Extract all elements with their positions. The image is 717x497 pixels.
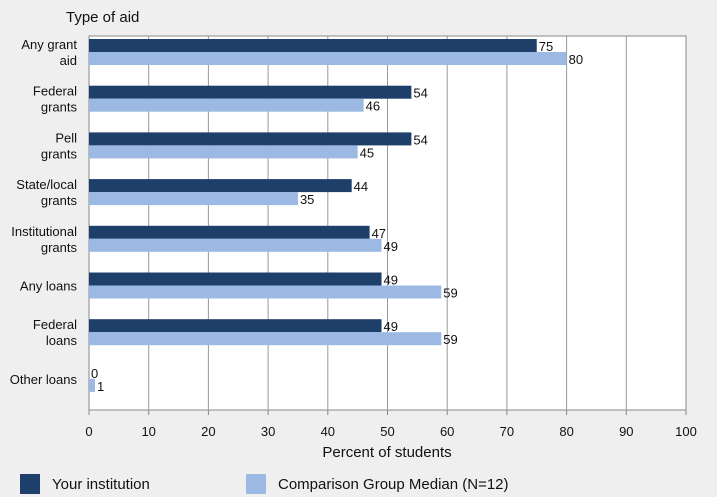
bar-institution bbox=[89, 179, 352, 193]
category-label: grants bbox=[41, 193, 78, 208]
x-tick-label: 10 bbox=[141, 424, 155, 439]
data-label: 47 bbox=[372, 226, 386, 241]
x-tick-label: 70 bbox=[500, 424, 514, 439]
x-tick-label: 50 bbox=[380, 424, 394, 439]
category-label: loans bbox=[46, 333, 78, 348]
category-label: Any grant bbox=[21, 37, 77, 52]
bar-comparison bbox=[89, 378, 95, 392]
x-tick-label: 0 bbox=[85, 424, 92, 439]
data-label: 59 bbox=[443, 286, 457, 301]
category-label: grants bbox=[41, 146, 78, 161]
data-label: 46 bbox=[366, 99, 380, 114]
data-label: 49 bbox=[384, 239, 398, 254]
bar-comparison bbox=[89, 52, 567, 65]
x-tick-label: 80 bbox=[559, 424, 573, 439]
data-label: 0 bbox=[91, 366, 98, 381]
legend-item-institution: Your institution bbox=[20, 474, 150, 494]
category-label: grants bbox=[41, 240, 78, 255]
bar-comparison bbox=[89, 285, 442, 299]
category-label: Federal bbox=[33, 317, 77, 332]
legend: Your institution Comparison Group Median… bbox=[0, 466, 717, 497]
data-label: 80 bbox=[569, 52, 583, 67]
bars bbox=[89, 39, 567, 392]
category-labels: Any grantaidFederalgrantsPellgrantsState… bbox=[10, 37, 78, 387]
bar-institution bbox=[89, 272, 382, 286]
category-label: grants bbox=[41, 100, 78, 115]
data-label: 75 bbox=[539, 39, 553, 54]
bar-comparison bbox=[89, 238, 382, 252]
bar-chart: Type of aid Percent of students 0 10 20 30 4… bbox=[10, 9, 697, 461]
bar-comparison bbox=[89, 145, 358, 159]
x-tick-label: 60 bbox=[440, 424, 454, 439]
category-label: aid bbox=[60, 53, 77, 68]
category-label: Pell bbox=[55, 130, 77, 145]
legend-swatch-comparison bbox=[246, 474, 266, 494]
legend-label-comparison: Comparison Group Median (N=12) bbox=[278, 475, 509, 493]
category-label: Other loans bbox=[10, 372, 78, 387]
data-label: 54 bbox=[413, 132, 427, 147]
legend-item-comparison: Comparison Group Median (N=12) bbox=[246, 474, 509, 494]
x-tick-labels: 0 10 20 30 40 50 60 70 80 90 100 bbox=[85, 410, 697, 439]
data-label: 54 bbox=[413, 86, 427, 101]
category-label: State/local bbox=[16, 177, 77, 192]
x-tick-label: 30 bbox=[261, 424, 275, 439]
data-label: 1 bbox=[97, 379, 104, 394]
category-label: Any loans bbox=[20, 279, 78, 294]
bar-institution bbox=[89, 132, 412, 146]
data-label: 45 bbox=[360, 145, 374, 160]
category-label: Federal bbox=[33, 84, 77, 99]
x-tick-label: 90 bbox=[619, 424, 633, 439]
data-label: 44 bbox=[354, 179, 368, 194]
data-label: 35 bbox=[300, 192, 314, 207]
category-label: Institutional bbox=[11, 224, 77, 239]
x-tick-label: 100 bbox=[675, 424, 697, 439]
bar-institution bbox=[89, 85, 412, 99]
legend-swatch-institution bbox=[20, 474, 40, 494]
bar-comparison bbox=[89, 98, 364, 112]
data-label: 59 bbox=[443, 332, 457, 347]
data-label: 49 bbox=[384, 273, 398, 288]
x-axis-title: Percent of students bbox=[322, 444, 451, 461]
bar-institution bbox=[89, 225, 370, 239]
x-tick-label: 20 bbox=[201, 424, 215, 439]
data-label: 49 bbox=[384, 319, 398, 334]
legend-label-institution: Your institution bbox=[52, 475, 150, 493]
bar-institution bbox=[89, 39, 537, 52]
bar-institution bbox=[89, 319, 382, 333]
category-axis-title: Type of aid bbox=[66, 9, 139, 26]
bar-comparison bbox=[89, 332, 442, 346]
bar-comparison bbox=[89, 192, 298, 206]
x-tick-label: 40 bbox=[321, 424, 335, 439]
